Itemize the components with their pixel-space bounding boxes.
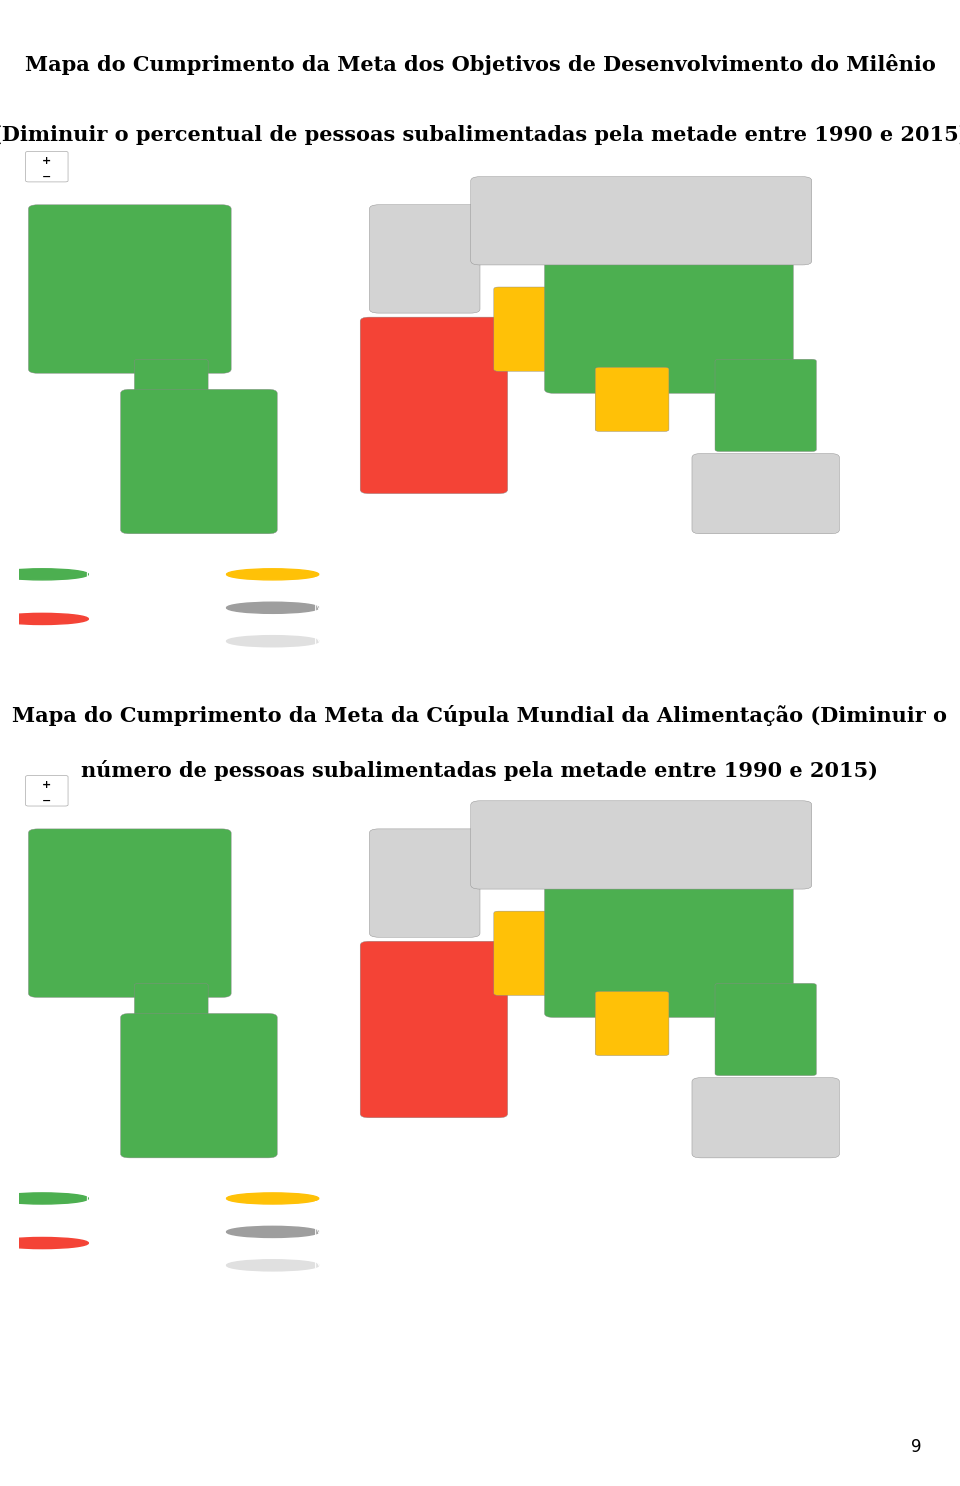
Circle shape <box>227 602 319 614</box>
Text: Missing or insufficient values: Missing or insufficient values <box>314 603 476 612</box>
FancyBboxPatch shape <box>595 367 669 431</box>
FancyBboxPatch shape <box>26 152 68 181</box>
FancyBboxPatch shape <box>470 801 812 889</box>
FancyBboxPatch shape <box>121 1013 277 1158</box>
Text: −: − <box>42 796 52 805</box>
FancyBboxPatch shape <box>493 287 577 372</box>
Text: +: + <box>42 780 52 789</box>
Text: Not assessed: Not assessed <box>314 1260 388 1271</box>
Text: Target 1C not achieved, with lack
of progress or deterioration: Target 1C not achieved, with lack of pro… <box>84 608 270 630</box>
Text: Target not achieved, with lack of
progress or deterioration: Target not achieved, with lack of progre… <box>84 1232 265 1254</box>
FancyBboxPatch shape <box>493 911 577 996</box>
FancyBboxPatch shape <box>360 941 508 1117</box>
Circle shape <box>0 1238 88 1248</box>
FancyBboxPatch shape <box>544 829 793 1018</box>
Text: Target 1C achieved: Target 1C achieved <box>84 569 191 580</box>
FancyBboxPatch shape <box>470 177 812 265</box>
Text: Download FAO Hunger Map: Download FAO Hunger Map <box>689 615 860 629</box>
Text: −: − <box>42 172 52 181</box>
Text: +: + <box>42 156 52 165</box>
FancyBboxPatch shape <box>121 389 277 533</box>
FancyBboxPatch shape <box>134 360 208 400</box>
FancyBboxPatch shape <box>26 776 68 805</box>
Circle shape <box>227 569 319 580</box>
Text: Download FAO Hunger Map: Download FAO Hunger Map <box>689 1239 860 1253</box>
Text: Target 1C not achieved, with slow
progress: Target 1C not achieved, with slow progre… <box>314 563 502 585</box>
Circle shape <box>227 1260 319 1271</box>
Text: Not assessed: Not assessed <box>314 636 388 646</box>
FancyBboxPatch shape <box>370 205 480 314</box>
FancyBboxPatch shape <box>29 205 231 373</box>
FancyBboxPatch shape <box>692 1077 839 1158</box>
Text: < SHARE: < SHARE <box>733 1193 816 1211</box>
FancyBboxPatch shape <box>692 453 839 533</box>
Text: Target not achieved, with slow
progress: Target not achieved, with slow progress <box>314 1187 484 1210</box>
FancyBboxPatch shape <box>29 829 231 997</box>
Circle shape <box>0 1193 88 1204</box>
Text: Mapa do Cumprimento da Meta da Cúpula Mundial da Alimentação (Diminuir o: Mapa do Cumprimento da Meta da Cúpula Mu… <box>12 704 948 725</box>
Circle shape <box>0 569 88 580</box>
Circle shape <box>227 1193 319 1204</box>
FancyBboxPatch shape <box>544 205 793 394</box>
FancyBboxPatch shape <box>715 360 816 452</box>
FancyBboxPatch shape <box>715 984 816 1076</box>
Text: 9: 9 <box>911 1438 922 1456</box>
Circle shape <box>227 636 319 646</box>
Text: Missing or insufficient values: Missing or insufficient values <box>314 1227 476 1236</box>
FancyBboxPatch shape <box>370 829 480 938</box>
FancyBboxPatch shape <box>360 317 508 493</box>
Circle shape <box>0 614 88 624</box>
FancyBboxPatch shape <box>134 984 208 1024</box>
Text: (Diminuir o percentual de pessoas subalimentadas pela metade entre 1990 e 2015): (Diminuir o percentual de pessoas subali… <box>0 125 960 144</box>
Circle shape <box>227 1226 319 1238</box>
FancyBboxPatch shape <box>595 991 669 1055</box>
Text: < SHARE: < SHARE <box>733 569 816 587</box>
Text: Target achieved: Target achieved <box>84 1193 173 1204</box>
Text: Mapa do Cumprimento da Meta dos Objetivos de Desenvolvimento do Milênio: Mapa do Cumprimento da Meta dos Objetivo… <box>25 53 935 74</box>
Text: número de pessoas subalimentadas pela metade entre 1990 e 2015): número de pessoas subalimentadas pela me… <box>82 761 878 782</box>
